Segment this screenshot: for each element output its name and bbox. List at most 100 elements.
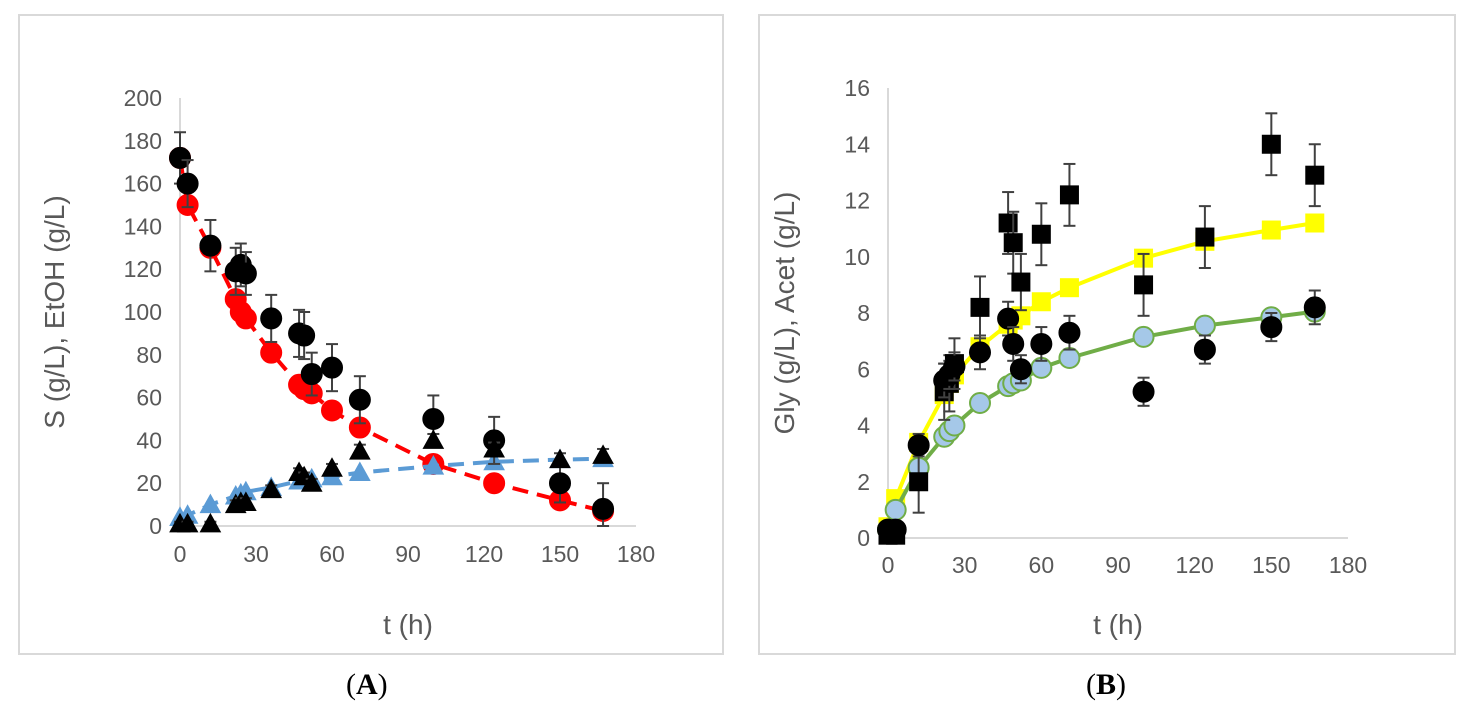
model-point	[1193, 314, 1216, 337]
x-tick-label: 120	[465, 541, 503, 567]
x-tick-label: 180	[617, 541, 655, 567]
model-point	[349, 461, 371, 481]
y-tick-label: 60	[136, 385, 162, 411]
data-point	[348, 388, 371, 411]
x-tick-label: 60	[1029, 552, 1055, 578]
model-point	[321, 399, 343, 422]
y-tick-label: 4	[857, 413, 870, 439]
x-tick-label: 90	[1105, 552, 1131, 578]
data-point	[970, 297, 990, 317]
data-point	[422, 429, 445, 449]
series-acet-experimental	[877, 289, 1326, 541]
model-point	[260, 341, 283, 364]
x-tick-label: 120	[1175, 552, 1213, 578]
y-tick-label: 12	[844, 188, 870, 214]
y-tick-label: 16	[844, 75, 870, 101]
data-point	[1195, 227, 1215, 247]
series-s-experimental	[169, 131, 615, 527]
model-point	[199, 493, 222, 514]
data-point	[909, 472, 929, 492]
data-point	[1030, 332, 1053, 355]
x-tick-label: 90	[395, 541, 421, 567]
y-tick-label: 140	[124, 213, 162, 239]
data-point	[260, 478, 283, 499]
y-tick-label: 10	[844, 244, 870, 270]
data-point	[300, 472, 323, 492]
y-tick-label: 160	[124, 171, 162, 197]
data-point	[176, 172, 199, 195]
model-point	[1031, 292, 1051, 312]
y-tick-label: 0	[149, 513, 162, 539]
data-point	[1003, 233, 1023, 253]
model-point	[422, 455, 445, 475]
series-gly-experimental	[878, 112, 1325, 545]
data-point	[907, 434, 930, 457]
x-tick-label: 150	[541, 541, 579, 567]
x-axis-title: t (h)	[1093, 609, 1143, 640]
data-point	[549, 472, 571, 495]
model-point	[1132, 325, 1155, 348]
model-point	[1059, 278, 1079, 298]
data-point	[235, 491, 257, 511]
x-tick-label: 0	[882, 552, 895, 578]
model-point	[969, 392, 991, 414]
data-point	[998, 213, 1018, 233]
model-point	[943, 414, 966, 437]
series-etoh-experimental	[169, 429, 614, 533]
data-point	[1305, 165, 1325, 185]
data-point	[199, 512, 222, 533]
data-point	[321, 457, 343, 477]
data-point	[1009, 358, 1032, 381]
data-point	[592, 497, 615, 520]
y-axis-title: Gly (g/L), Acet (g/L)	[769, 192, 800, 435]
y-tick-label: 120	[124, 256, 162, 282]
data-point	[1031, 224, 1051, 244]
y-tick-label: 8	[857, 300, 870, 326]
data-point	[997, 307, 1020, 330]
model-point	[1261, 220, 1281, 240]
model-point	[1058, 347, 1081, 369]
data-point	[1002, 332, 1025, 355]
x-tick-label: 60	[319, 541, 345, 567]
y-tick-label: 200	[124, 85, 162, 111]
y-tick-label: 2	[857, 469, 870, 495]
y-axis-title: S (g/L), EtOH (g/L)	[39, 195, 70, 428]
data-point	[293, 324, 316, 347]
data-point	[1059, 185, 1079, 205]
x-tick-label: 30	[243, 541, 269, 567]
chart-a-svg: 0 30 60 90 120 150 180 0 20 40 60 80 100 120 140 160 180…	[39, 85, 655, 640]
model-point	[483, 472, 506, 495]
x-tick-label: 180	[1329, 552, 1367, 578]
data-point	[483, 437, 505, 458]
data-point	[1058, 321, 1081, 344]
caption-b: (B)	[1086, 668, 1127, 701]
data-point	[260, 307, 283, 330]
model-point	[884, 498, 907, 521]
y-tick-label: 100	[124, 299, 162, 325]
x-tick-label: 150	[1252, 552, 1290, 578]
y-tick-label: 0	[857, 525, 870, 551]
data-point	[1260, 316, 1283, 339]
data-point	[199, 234, 222, 257]
data-point	[943, 355, 966, 378]
data-point	[176, 512, 199, 533]
data-point	[1132, 380, 1155, 403]
data-point	[1134, 275, 1154, 295]
y-tick-label: 80	[136, 342, 162, 368]
x-tick-label: 30	[952, 552, 978, 578]
data-point	[969, 341, 991, 364]
x-tick-label: 0	[174, 541, 187, 567]
series-s-model	[169, 146, 615, 523]
y-tick-label: 6	[857, 356, 870, 382]
model-point	[234, 307, 257, 330]
data-point	[300, 363, 323, 386]
y-tick-label: 20	[136, 470, 162, 496]
data-point	[1193, 338, 1216, 361]
y-tick-label: 180	[124, 128, 162, 154]
data-point	[884, 518, 907, 541]
data-point	[349, 440, 371, 460]
series-etoh-model	[169, 447, 614, 526]
data-point	[169, 146, 191, 169]
chart-panel-b: 0 30 60 90 120 150 180 0 2 4 6 8 10 12 14 16 t (h) Gly (g…	[758, 14, 1456, 655]
data-point	[1303, 296, 1326, 319]
